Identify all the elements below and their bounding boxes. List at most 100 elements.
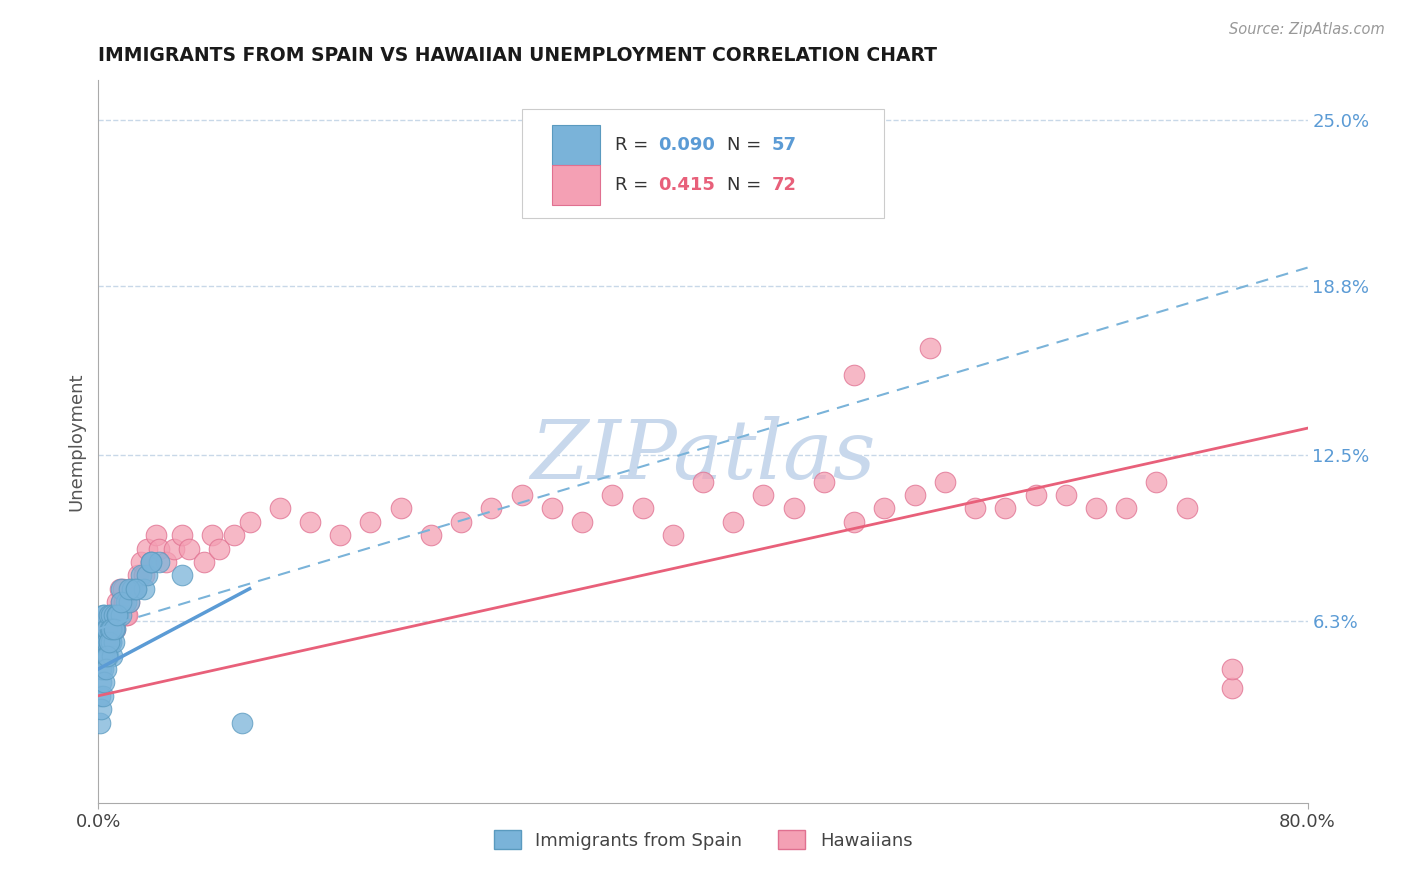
Point bbox=[96, 635, 118, 649]
Point bbox=[420, 528, 443, 542]
Point bbox=[90, 662, 112, 676]
Point bbox=[90, 635, 112, 649]
Point bbox=[100, 608, 122, 623]
Point bbox=[93, 635, 115, 649]
Point bbox=[1220, 681, 1243, 695]
Point bbox=[101, 648, 124, 663]
Point bbox=[112, 595, 135, 609]
Point bbox=[135, 541, 157, 556]
Point bbox=[98, 635, 121, 649]
Point bbox=[93, 635, 115, 649]
Point bbox=[540, 501, 562, 516]
Point bbox=[124, 582, 146, 596]
Point bbox=[135, 568, 157, 582]
Point bbox=[481, 501, 503, 516]
Point bbox=[602, 488, 624, 502]
Point bbox=[118, 595, 141, 609]
Point bbox=[103, 608, 125, 623]
Point bbox=[101, 622, 124, 636]
Y-axis label: Unemployment: Unemployment bbox=[67, 372, 86, 511]
Point bbox=[179, 541, 201, 556]
Text: ZIPatlas: ZIPatlas bbox=[530, 416, 876, 496]
Point bbox=[91, 648, 114, 663]
Point bbox=[90, 675, 112, 690]
Point bbox=[129, 555, 152, 569]
Point bbox=[104, 622, 127, 636]
Point bbox=[93, 675, 115, 690]
Point bbox=[90, 635, 112, 649]
Point bbox=[105, 608, 128, 623]
Point bbox=[239, 515, 262, 529]
Point bbox=[170, 528, 193, 542]
Point bbox=[93, 648, 115, 663]
Point bbox=[125, 582, 148, 596]
Point bbox=[110, 582, 132, 596]
Point bbox=[94, 648, 117, 663]
Point bbox=[141, 555, 163, 569]
Text: 0.090: 0.090 bbox=[658, 136, 716, 154]
Bar bbox=[551, 125, 600, 165]
Point bbox=[329, 528, 352, 542]
Point bbox=[121, 582, 143, 596]
Point bbox=[170, 568, 193, 582]
Point bbox=[110, 608, 132, 623]
Point bbox=[224, 528, 246, 542]
Point bbox=[96, 648, 118, 663]
Point bbox=[631, 501, 654, 516]
Text: Source: ZipAtlas.com: Source: ZipAtlas.com bbox=[1229, 22, 1385, 37]
Point bbox=[103, 608, 125, 623]
Point bbox=[813, 475, 835, 489]
Point bbox=[98, 608, 121, 623]
Point bbox=[110, 595, 132, 609]
Point bbox=[115, 608, 138, 623]
FancyBboxPatch shape bbox=[522, 109, 884, 218]
Point bbox=[114, 595, 136, 609]
Point bbox=[111, 582, 134, 596]
Point bbox=[94, 622, 117, 636]
Point bbox=[965, 501, 987, 516]
Point bbox=[91, 662, 114, 676]
Point bbox=[127, 568, 149, 582]
Point bbox=[360, 515, 382, 529]
Point bbox=[132, 582, 155, 596]
Point bbox=[118, 595, 141, 609]
Bar bbox=[551, 165, 600, 204]
Text: 57: 57 bbox=[772, 136, 797, 154]
Point bbox=[94, 662, 117, 676]
Point bbox=[89, 715, 111, 730]
Point bbox=[98, 635, 121, 649]
Point bbox=[1024, 488, 1046, 502]
Point bbox=[89, 689, 111, 703]
Point bbox=[100, 622, 122, 636]
Point bbox=[723, 515, 745, 529]
Point bbox=[93, 608, 115, 623]
Point bbox=[193, 555, 215, 569]
Point bbox=[141, 555, 163, 569]
Point bbox=[904, 488, 927, 502]
Point bbox=[96, 635, 118, 649]
Point bbox=[783, 501, 806, 516]
Point bbox=[148, 555, 170, 569]
Point bbox=[121, 582, 143, 596]
Point bbox=[844, 515, 866, 529]
Text: N =: N = bbox=[727, 176, 768, 194]
Point bbox=[104, 622, 127, 636]
Point bbox=[1146, 475, 1168, 489]
Point bbox=[1175, 501, 1198, 516]
Point bbox=[98, 608, 121, 623]
Point bbox=[101, 608, 124, 623]
Point bbox=[105, 595, 128, 609]
Point bbox=[132, 568, 155, 582]
Point bbox=[994, 501, 1017, 516]
Point bbox=[91, 608, 114, 623]
Point bbox=[96, 635, 118, 649]
Point bbox=[118, 582, 141, 596]
Point bbox=[201, 528, 224, 542]
Point bbox=[91, 622, 114, 636]
Point bbox=[752, 488, 775, 502]
Point bbox=[510, 488, 533, 502]
Point bbox=[389, 501, 412, 516]
Text: N =: N = bbox=[727, 136, 768, 154]
Point bbox=[100, 622, 122, 636]
Point bbox=[114, 608, 136, 623]
